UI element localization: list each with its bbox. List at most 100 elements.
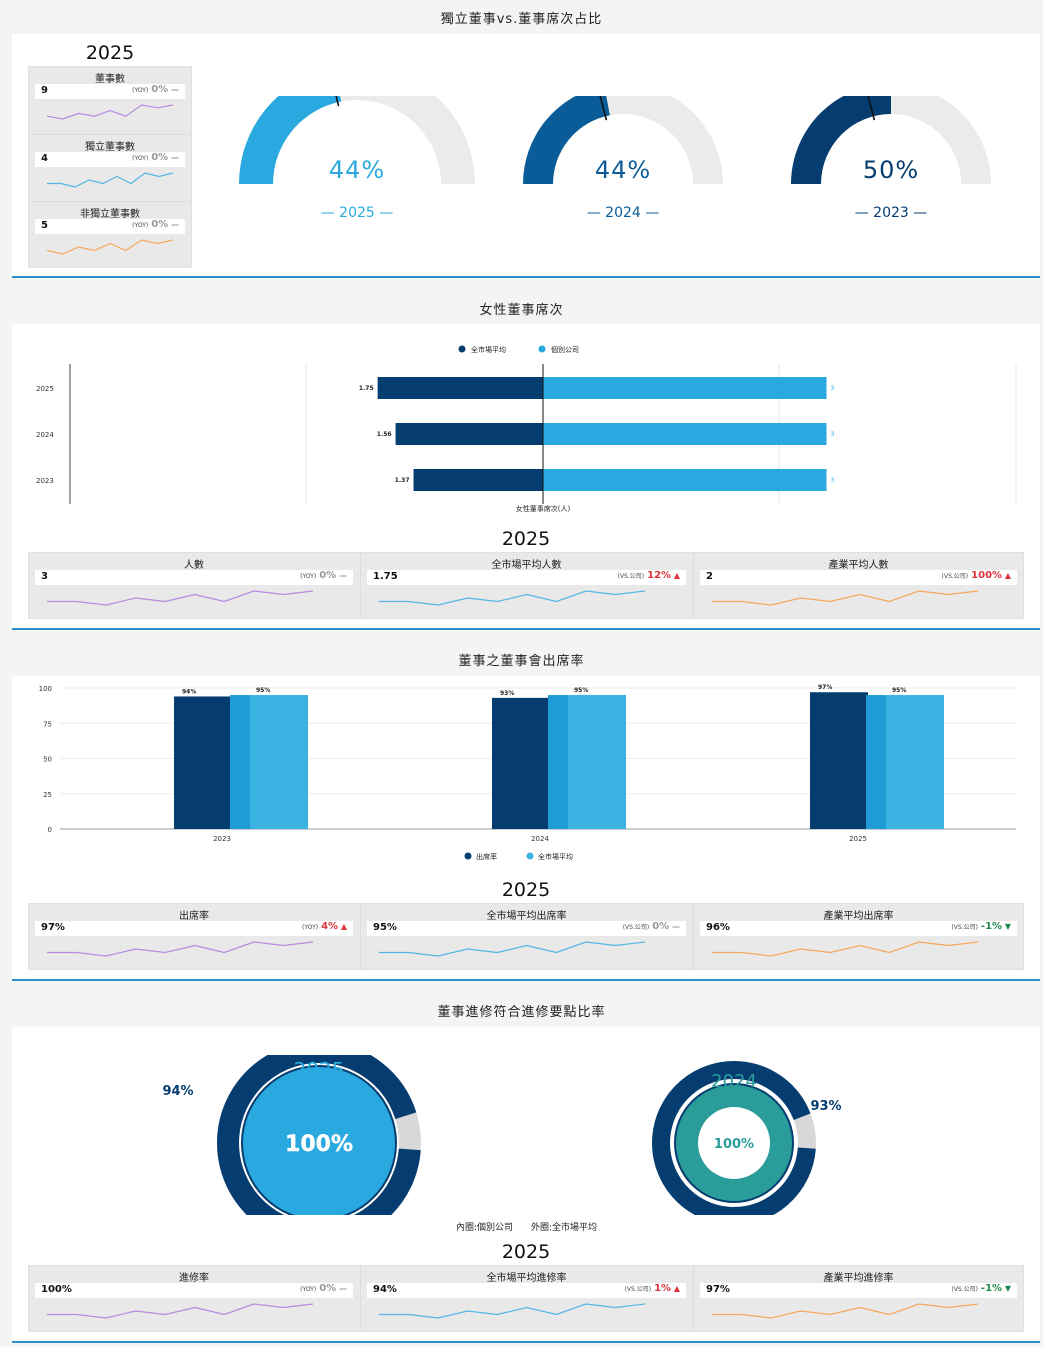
kpi-year-heading: 2025 — [501, 879, 551, 901]
kpi-card-market-avg-attendance[interactable]: 全市場平均出席率 95% (VS.公司) 0% — — [360, 904, 692, 969]
sparkline-path — [379, 590, 646, 606]
kpi-delta-value: 100% — [971, 570, 1003, 581]
kpi-title: 產業平均進修率 — [823, 1273, 894, 1284]
bar-market-average — [886, 695, 944, 829]
kpi-value-bar: 2 (VS.公司) 100% ▲ — [700, 570, 1017, 585]
kpi-sparkline — [46, 104, 174, 120]
gauge-percent-label: 44% — [595, 156, 651, 184]
kpi-card-industry-avg-attendance[interactable]: 產業平均出席率 96% (VS.公司) -1% ▼ — [693, 904, 1023, 969]
kpi-title: 全市場平均人數 — [491, 560, 562, 571]
y-tick-label: 25 — [43, 791, 52, 799]
sparkline-path — [712, 941, 979, 957]
kpi-delta: (VS.公司) 0% — — [623, 921, 680, 932]
kpi-value: 100% — [41, 1284, 72, 1295]
kpi-delta: (YOY) 0% — — [132, 84, 179, 95]
data-label: 3 — [831, 477, 835, 484]
kpi-delta-label: (VS.公司) — [951, 924, 978, 931]
outer-percent-label: 93% — [810, 1099, 841, 1114]
section-title: 董事之董事會出席率 — [458, 654, 585, 669]
data-label: 95% — [892, 687, 906, 694]
gauge-percent-label: 44% — [329, 156, 385, 184]
data-label: 93% — [500, 690, 514, 697]
inner-percent-label: 100% — [714, 1137, 754, 1152]
kpi-delta: (VS.公司) -1% ▼ — [951, 921, 1011, 932]
kpi-delta: (YOY) 4% ▲ — [302, 921, 347, 932]
kpi-delta: (VS.公司) 100% ▲ — [942, 570, 1011, 581]
kpi-delta-value: 0% — [151, 84, 169, 95]
gauge-2023: 41.88%全市場平均50%— 2023 — — [791, 96, 991, 221]
kpi-value: 97% — [706, 1284, 730, 1295]
kpi-delta-value: 4% — [321, 921, 339, 932]
kpi-sparkline — [47, 590, 314, 606]
kpi-sparkline — [379, 941, 646, 957]
gauge-2025: 42.61%全市場平均44%— 2025 — — [239, 96, 475, 221]
sparkline-path — [47, 1303, 314, 1319]
kpi-value-bar: 4 (YOY) 0% — — [35, 152, 185, 167]
x-axis-title: 女性董事席次(人) — [516, 504, 571, 513]
kpi-sparkline — [47, 1303, 314, 1319]
section-divider — [12, 979, 1040, 981]
kpi-card-attendance[interactable]: 出席率 97% (YOY) 4% ▲ — [29, 904, 359, 969]
inner-percent-label: 100% — [285, 1132, 353, 1157]
y-tick-label: 2025 — [36, 385, 54, 393]
kpi-delta-label: (VS.公司) — [617, 573, 645, 580]
legend-label: 全市場平均 — [538, 852, 573, 861]
chart-legend: 出席率 全市場平均 — [464, 852, 573, 861]
bar-attendance — [492, 697, 550, 829]
kpi-trend-indicator: — — [168, 220, 179, 229]
inner-ring-center — [272, 1096, 366, 1190]
kpi-value-bar: 5 (YOY) 0% — — [35, 219, 185, 234]
bar-attendance — [810, 692, 868, 829]
data-label: 97% — [818, 684, 832, 691]
kpi-card-industry-avg-training[interactable]: 產業平均進修率 97% (VS.公司) -1% ▼ — [693, 1266, 1023, 1331]
kpi-year-heading: 2025 — [85, 42, 135, 64]
kpi-sparkline — [712, 590, 979, 606]
data-label: 95% — [256, 687, 270, 694]
bar-market-average-shade — [230, 695, 250, 829]
kpi-card-market-avg-training[interactable]: 全市場平均進修率 94% (VS.公司) 1% ▲ — [360, 1266, 692, 1331]
kpi-card-industry-avg-count[interactable]: 產業平均人數 2 (VS.公司) 100% ▲ — [693, 553, 1023, 618]
bar-market-average — [377, 377, 543, 399]
sparkline-path — [47, 941, 314, 957]
donut-year-label: 2025 — [294, 1058, 345, 1082]
bar-market-average-shade — [866, 695, 886, 829]
bar-company — [543, 469, 827, 491]
data-label: 3 — [831, 385, 835, 392]
kpi-card-market-avg-count[interactable]: 全市場平均人數 1.75 (VS.公司) 12% ▲ — [360, 553, 692, 618]
kpi-card-non-independent-count[interactable]: 非獨立董事數 5 (YOY) 0% — — [29, 201, 191, 268]
kpi-value-bar: 97% (YOY) 4% ▲ — [35, 921, 353, 936]
kpi-delta-value: -1% — [980, 921, 1003, 932]
y-tick-label: 100 — [39, 685, 52, 693]
market-average-marker — [867, 96, 876, 121]
sparkline-path — [712, 590, 979, 606]
inner-ring-center — [698, 1107, 770, 1179]
kpi-card-training-rate[interactable]: 進修率 100% (YOY) 0% — — [29, 1266, 359, 1331]
kpi-trend-indicator: — — [336, 1284, 347, 1293]
legend-label: 全市場平均 — [471, 345, 506, 354]
section-title: 董事進修符合進修要點比率 — [437, 1005, 606, 1020]
kpi-delta-label: (VS.公司) — [624, 1286, 652, 1293]
kpi-trend-indicator: — — [168, 85, 179, 94]
kpi-title: 獨立董事數 — [85, 142, 135, 153]
kpi-title: 全市場平均出席率 — [486, 911, 567, 922]
kpi-card-director-count[interactable]: 董事數 9 (YOY) 0% — — [29, 67, 191, 134]
outer-percent-label: 94% — [162, 1084, 193, 1099]
kpi-group: 進修率 100% (YOY) 0% — 全市場平均進修率 94% (VS.公司) 1% ▲ … — [28, 1265, 1024, 1332]
sparkline-path — [712, 1303, 979, 1319]
training-donut-charts: 100% 2025 94% 100% 2024 93% — [162, 1055, 842, 1215]
kpi-delta-label: (VS.公司) — [941, 573, 969, 580]
kpi-card-independent-count[interactable]: 獨立董事數 4 (YOY) 0% — — [29, 134, 191, 201]
bar-company — [543, 423, 827, 445]
kpi-title: 產業平均出席率 — [823, 911, 894, 922]
y-tick-label: 2024 — [36, 431, 54, 439]
kpi-card-female-count[interactable]: 人數 3 (YOY) 0% — — [29, 553, 359, 618]
kpi-group: 董事數 9 (YOY) 0% — 獨立董事數 4 (YOY) 0% — 非獨立董事數 5 (YO… — [28, 66, 192, 268]
kpi-value-bar: 9 (YOY) 0% — — [35, 84, 185, 99]
bar-market-average — [413, 469, 543, 491]
data-label: 3 — [831, 431, 835, 438]
kpi-delta-label: (YOY) — [132, 222, 149, 229]
kpi-value: 1.75 — [373, 571, 398, 582]
kpi-delta-value: 0% — [151, 219, 169, 230]
attendance-bar-chart: 0 25 50 75 100 94% 95% 2023 93% 95% 2024 97% 95% 2025… — [39, 684, 1016, 861]
kpi-delta: (YOY) 0% — — [300, 1283, 347, 1294]
